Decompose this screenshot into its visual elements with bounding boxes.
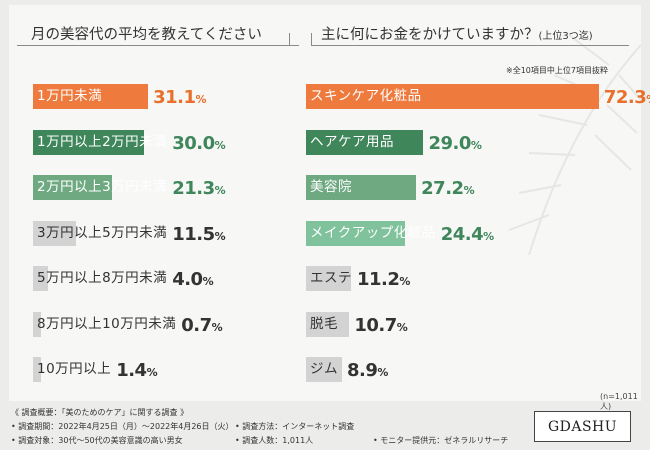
- left-value-unit-3: %: [214, 184, 226, 197]
- left-title-corner: [289, 33, 290, 45]
- left-value-unit-1: %: [195, 93, 207, 106]
- right-bar-7: [306, 357, 343, 382]
- left-value-label-6: 0.7%: [181, 312, 222, 337]
- right-category-label-3: 美容院: [310, 179, 352, 195]
- right-bar-2: [306, 129, 424, 155]
- left-bar-5: [33, 266, 48, 291]
- right-value-unit-7: %: [377, 366, 388, 379]
- left-value-label-3: 21.3%: [172, 175, 225, 200]
- gdashu-logo: GDASHU: [534, 411, 631, 442]
- right-category-label-6: 脱毛: [310, 315, 338, 332]
- right-value-label-4: 24.4%: [441, 221, 494, 246]
- right-category-label-2: ヘアケア用品: [310, 133, 394, 150]
- left-category-label-5: 5万円以上8万円未満: [37, 270, 168, 286]
- right-title-suffix: (上位3つ迄): [538, 31, 593, 42]
- right-value-number-6: 10.7: [354, 314, 397, 336]
- right-bar-6: [306, 311, 350, 337]
- right-category-label-1: スキンケア化粧品: [310, 88, 422, 104]
- right-value-unit-5: %: [399, 275, 410, 288]
- left-bar-3: [33, 175, 112, 200]
- right-category-label-7: ジム: [310, 361, 338, 377]
- left-category-label-6: 8万円以上10万円未満: [37, 315, 177, 332]
- left-panel-title: 月の美容代の平均を教えてください: [31, 27, 262, 43]
- left-value-number-6: 0.7: [181, 314, 212, 336]
- right-title-corner: [311, 33, 312, 45]
- left-bar-7: [33, 357, 41, 382]
- right-bar-3: [306, 175, 417, 200]
- survey-period: • 調査期間：2022年4月25日（月）～2022年4月26日（火）: [11, 422, 234, 431]
- left-value-label-7: 1.4%: [116, 357, 157, 382]
- left-category-label-7: 10万円以上: [37, 361, 112, 377]
- left-value-number-3: 21.3: [172, 178, 215, 199]
- left-value-number-7: 1.4: [116, 360, 147, 381]
- right-bar-4: [306, 220, 405, 246]
- right-bar-1: [306, 84, 599, 109]
- right-value-label-2: 29.0%: [428, 130, 481, 155]
- right-value-number-5: 11.2: [357, 269, 400, 290]
- right-value-unit-4: %: [483, 229, 494, 243]
- right-value-unit-1: %: [646, 93, 650, 106]
- left-value-number-4: 11.5: [172, 223, 215, 245]
- left-value-unit-4: %: [214, 229, 226, 243]
- left-category-label-1: 1万円未満: [37, 88, 103, 104]
- left-value-number-1: 31.1: [153, 87, 196, 108]
- right-value-label-1: 72.3%: [604, 84, 650, 109]
- right-value-unit-6: %: [396, 320, 408, 334]
- right-value-number-3: 27.2: [421, 178, 464, 199]
- right-value-number-1: 72.3: [603, 87, 647, 108]
- left-value-number-5: 4.0: [172, 269, 203, 290]
- survey-target: • 調査対象：30代～50代の美容意識の高い男女: [11, 436, 183, 445]
- left-title-underline: [17, 45, 299, 46]
- left-value-label-5: 4.0%: [172, 266, 213, 291]
- right-category-label-4: メイクアップ化粧品: [310, 224, 436, 241]
- left-value-label-2: 30.0%: [172, 130, 225, 155]
- right-value-label-3: 27.2%: [421, 175, 474, 200]
- left-bar-6: [33, 311, 41, 337]
- right-value-number-2: 29.0: [428, 132, 471, 154]
- right-value-label-6: 10.7%: [354, 312, 407, 337]
- right-value-unit-2: %: [470, 138, 482, 152]
- left-bar-1: [33, 84, 149, 109]
- left-category-label-4: 3万円以上5万円未満: [37, 224, 168, 241]
- right-value-number-4: 24.4: [440, 223, 484, 245]
- left-value-unit-7: %: [146, 366, 158, 379]
- left-value-label-1: 31.1%: [153, 84, 206, 109]
- left-bar-2: [33, 129, 144, 155]
- right-title-underline: [311, 45, 629, 46]
- left-category-label-2: 1万円以上2万円未満: [37, 133, 168, 150]
- left-value-number-2: 30.0: [172, 132, 215, 154]
- right-panel-title: 主に何にお金をかけていますか？(上位3つ迄): [321, 23, 593, 44]
- right-value-number-7: 8.9: [347, 360, 378, 381]
- right-title-text: 主に何にお金をかけていますか？: [321, 27, 539, 43]
- survey-method: • 調査方法：インターネット調査: [235, 422, 355, 431]
- right-value-unit-3: %: [463, 184, 475, 197]
- sample-size-note: (n=1,011人): [600, 392, 638, 411]
- left-bar-4: [33, 220, 76, 246]
- left-category-label-3: 2万円以上3万円未満: [37, 179, 168, 195]
- right-bar-5: [306, 266, 352, 291]
- left-value-unit-2: %: [214, 138, 226, 152]
- right-value-label-5: 11.2%: [357, 266, 410, 291]
- survey-overview: 《 調査概要：「美のためのケア」に関する調査 》: [11, 408, 189, 417]
- left-value-unit-5: %: [202, 275, 214, 288]
- left-value-label-4: 11.5%: [172, 221, 225, 246]
- right-value-label-7: 8.9%: [347, 357, 388, 382]
- infographic-card: 月の美容代の平均を教えてください 主に何にお金をかけていますか？(上位3つ迄) …: [9, 5, 650, 411]
- items-note: ※全10項目中上位7項目抜粋: [506, 66, 608, 75]
- right-category-label-5: エステ: [310, 270, 352, 286]
- survey-count: • 調査人数：1,011人: [235, 436, 314, 445]
- monitor-provider: • モニター提供元：ゼネラルリサーチ: [373, 436, 509, 445]
- left-value-unit-6: %: [211, 320, 223, 334]
